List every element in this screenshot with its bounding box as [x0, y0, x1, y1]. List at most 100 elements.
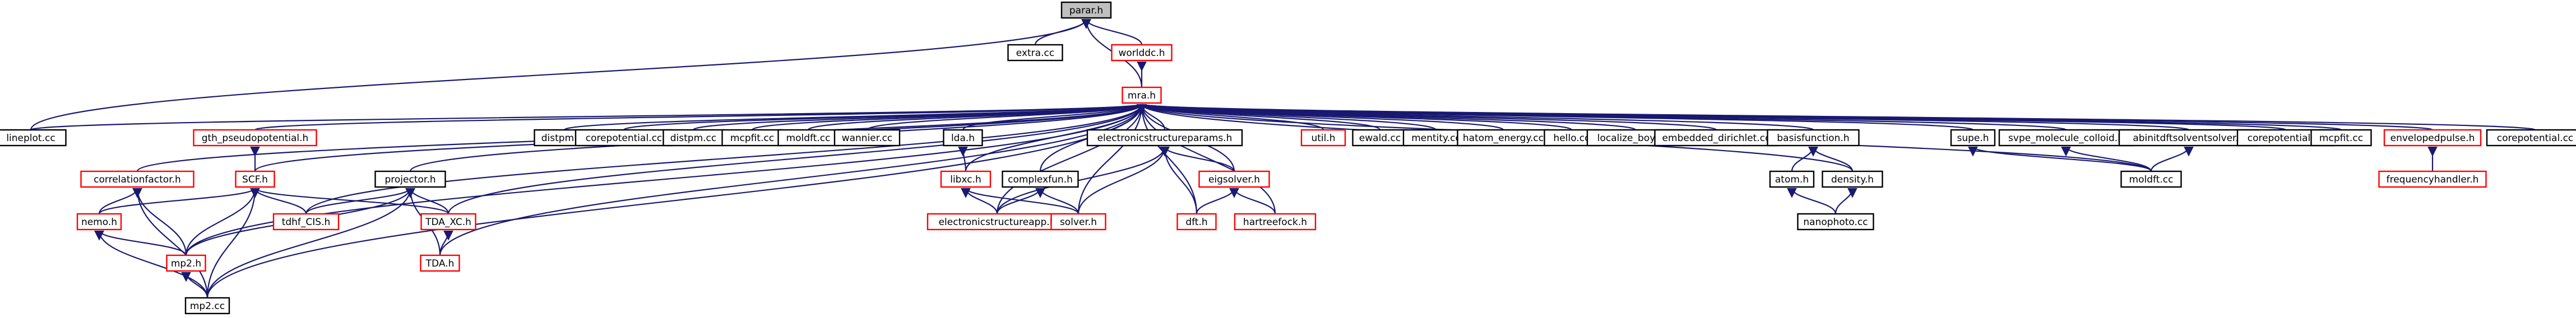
node-basisfunction-h[interactable]: basisfunction.h: [1767, 129, 1860, 147]
node-projector-h[interactable]: projector.h: [374, 170, 446, 188]
edge-dft-h-to-eigsolver-h: [1196, 188, 1239, 214]
node-moldft-cc-1[interactable]: moldft.cc: [777, 129, 839, 147]
node-parar-h[interactable]: parar.h: [1060, 1, 1112, 19]
node-corepotential-cc-1[interactable]: corepotential.cc: [574, 129, 673, 147]
node-label: projector.h: [384, 174, 435, 185]
node-label: basisfunction.h: [1777, 133, 1849, 144]
node-tda-xc-h[interactable]: TDA_XC.h: [420, 213, 476, 231]
node-mra-h[interactable]: mra.h: [1122, 86, 1162, 104]
node-box: [1822, 170, 1883, 188]
node-supe-h[interactable]: supe.h: [1950, 129, 1996, 147]
edge-libxc-h-to-lda-h: [958, 146, 968, 172]
edge-tda-h-to-tda-xc-h: [439, 230, 453, 256]
edge-nanophoto-cc-to-atom-h: [1787, 188, 1837, 214]
node-embedded-dirichlet-cc[interactable]: embedded_dirichlet.cc: [1654, 129, 1778, 147]
node-box: [2118, 129, 2259, 147]
node-nanophoto-cc[interactable]: nanophoto.cc: [1797, 213, 1874, 231]
node-dft-h[interactable]: dft.h: [1176, 213, 1217, 231]
node-label: hatom_energy.cc: [1463, 133, 1544, 144]
node-label: mp2.cc: [190, 301, 225, 312]
node-label: tdhf_CIS.h: [282, 217, 331, 228]
node-corepotential-cc-3[interactable]: corepotential.cc: [2486, 129, 2576, 147]
edge-corepotential-cc-2-to-mra-h: [1137, 103, 2287, 131]
node-tda-h[interactable]: TDA.h: [420, 254, 460, 272]
node-scf-h[interactable]: SCF.h: [235, 170, 275, 188]
node-box: [943, 129, 983, 147]
node-extra-cc[interactable]: extra.cc: [1007, 44, 1063, 62]
node-density-h[interactable]: density.h: [1822, 170, 1883, 188]
node-label: envelopedpulse.h: [2390, 133, 2475, 144]
node-correlationfactor-h[interactable]: correlationfactor.h: [80, 170, 194, 188]
node-worlddc-h[interactable]: worlddc.h: [1111, 44, 1173, 62]
node-label: SCF.h: [242, 174, 268, 185]
node-moldft-cc-2[interactable]: moldft.cc: [2120, 170, 2182, 188]
node-label: lda.h: [951, 133, 975, 144]
node-label: distpm.cc: [670, 133, 717, 144]
node-lineplot-cc[interactable]: lineplot.cc: [0, 129, 67, 147]
edge-mp2-cc-to-nemo-h: [94, 230, 209, 298]
node-lda-h[interactable]: lda.h: [943, 129, 983, 147]
node-box: [1002, 170, 1079, 188]
node-wannier-cc[interactable]: wannier.cc: [833, 129, 901, 147]
node-box: [235, 170, 275, 188]
node-hartreefock-h[interactable]: hartreefock.h: [1234, 213, 1317, 231]
node-esapp-h[interactable]: electronicstructureapp.h: [926, 213, 1068, 231]
edge-mp2-cc-to-mra-h: [206, 104, 1147, 298]
edge-solver-h-to-mra-h: [1077, 104, 1147, 214]
edge-moldft-cc-2-to-supe-h: [1968, 146, 2152, 172]
node-box: [420, 254, 460, 272]
node-ecp-h[interactable]: electronicstructureparams.h: [1086, 129, 1243, 147]
node-mp2-cc[interactable]: mp2.cc: [184, 297, 230, 315]
node-ewald-cc[interactable]: ewald.cc: [1352, 129, 1408, 147]
edge-mp2-cc-to-mp2-h: [181, 272, 209, 298]
edge-dft-h-to-mra-h: [1137, 104, 1198, 214]
node-mp2-h[interactable]: mp2.h: [166, 254, 206, 272]
edge-density-h-to-basisfunction-h: [1808, 146, 1854, 172]
node-label: hartreefock.h: [1243, 217, 1307, 228]
node-label: mra.h: [1128, 90, 1156, 101]
node-libxc-h[interactable]: libxc.h: [940, 170, 992, 188]
node-complexfun-h[interactable]: complexfun.h: [1002, 170, 1079, 188]
node-gth-pseudopotential-h[interactable]: gth_pseudopotential.h: [193, 129, 317, 147]
node-label: TDA_XC.h: [425, 217, 471, 228]
node-box: [2486, 129, 2576, 147]
node-box: [166, 254, 206, 272]
node-label: solver.h: [1060, 217, 1097, 228]
node-label: mcpfit.cc: [2319, 133, 2363, 144]
node-svpe-h[interactable]: svpe_molecule_colloid.h: [1998, 129, 2134, 147]
node-hatom-energy-cc[interactable]: hatom_energy.cc: [1457, 129, 1550, 147]
node-atom-h[interactable]: atom.h: [1769, 170, 1815, 188]
node-envelopedpulse-h[interactable]: envelopedpulse.h: [2383, 129, 2482, 147]
node-box: [2120, 170, 2182, 188]
edge-mp2-cc-to-scf-h: [206, 188, 260, 298]
node-label: extra.cc: [1016, 48, 1054, 59]
node-label: frequencyhandler.h: [2387, 174, 2479, 185]
node-box: [1769, 170, 1815, 188]
node-label: mentity.cc: [1411, 133, 1461, 144]
node-eigsolver-h[interactable]: eigsolver.h: [1198, 170, 1270, 188]
node-nemo-h[interactable]: nemo.h: [76, 213, 122, 231]
node-frequencyhandler-h[interactable]: frequencyhandler.h: [2378, 170, 2487, 188]
edge-mp2-h-to-mra-h: [185, 104, 1147, 256]
edge-solver-h-to-complexfun-h: [1035, 188, 1079, 214]
edge-solver-h-to-libxc-h: [961, 188, 1079, 214]
edge-worlddc-h-to-parar-h: [1081, 18, 1143, 45]
node-tdhf-cis-h[interactable]: tdhf_CIS.h: [272, 213, 340, 231]
node-abinitdft-h[interactable]: abinitdftsolventsolver.h: [2118, 129, 2259, 147]
edge-mp2-h-to-scf-h: [185, 188, 260, 256]
node-solver-h[interactable]: solver.h: [1050, 213, 1106, 231]
node-box: [1767, 129, 1860, 147]
node-box: [2383, 129, 2482, 147]
node-label: nanophoto.cc: [1803, 217, 1868, 228]
node-mcpfit-cc-1[interactable]: mcpfit.cc: [721, 129, 783, 147]
node-mcpfit-cc-2[interactable]: mcpfit.cc: [2310, 129, 2372, 147]
node-label: corepotential.cc: [2497, 133, 2574, 144]
edge-hartreefock-h-to-eigsolver-h: [1229, 188, 1276, 214]
node-util-h[interactable]: util.h: [1300, 129, 1346, 147]
edge-tda-xc-h-to-scf-h: [250, 187, 450, 215]
node-label: embedded_dirichlet.cc: [1662, 133, 1771, 144]
node-box: [1060, 1, 1112, 19]
node-distpm-cc-2[interactable]: distpm.cc: [662, 129, 724, 147]
node-box: [1797, 213, 1874, 231]
